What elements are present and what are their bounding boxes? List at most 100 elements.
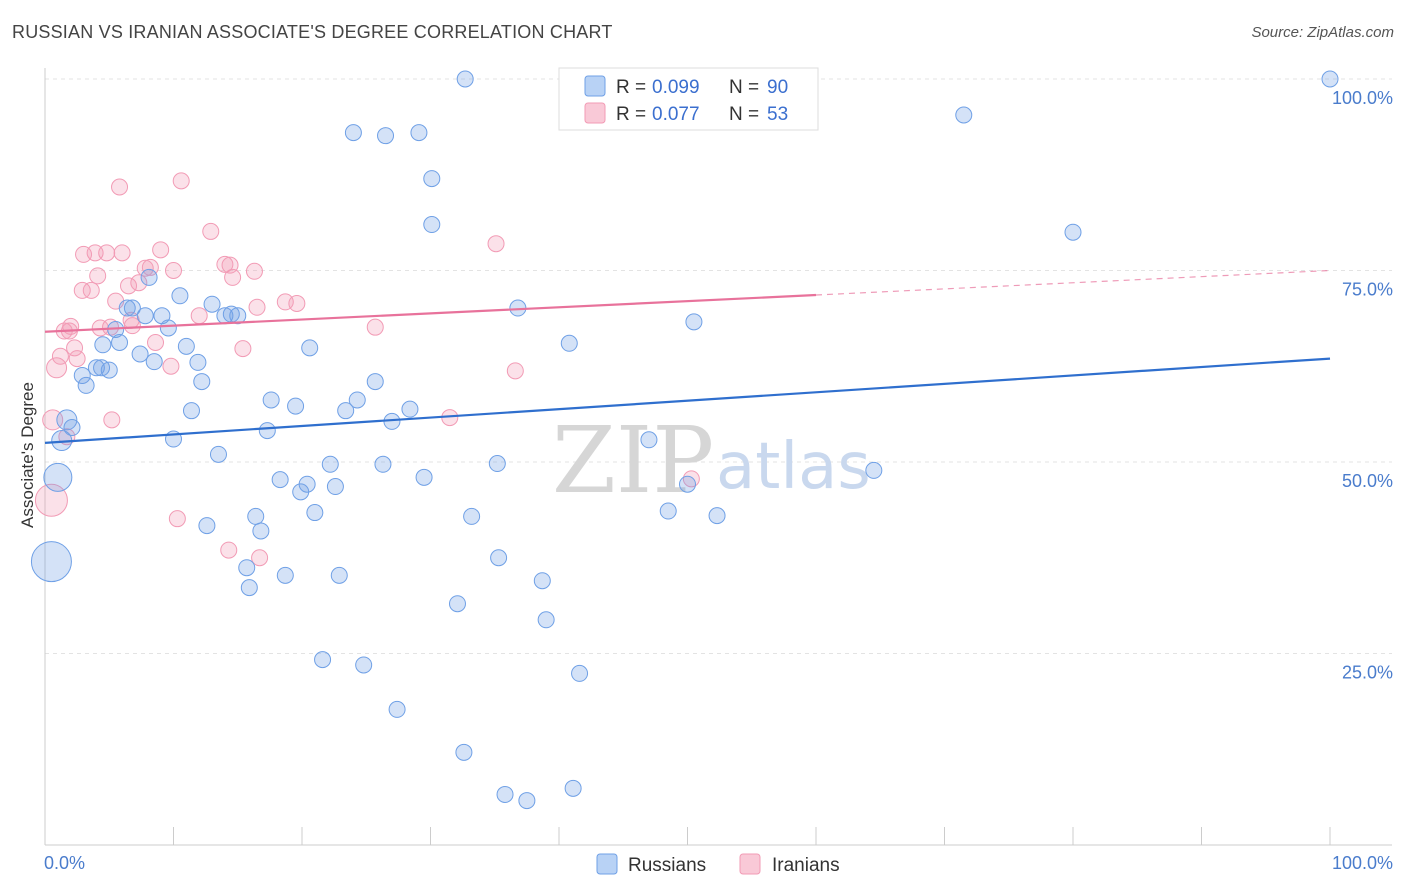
russian-point [140,268,158,286]
russian-point [182,402,200,420]
russian-point [203,295,221,313]
iranian-point [216,255,234,273]
russian-point [423,216,441,234]
russian-point [355,656,373,674]
russian-point [448,595,466,613]
x-tick-label: 100.0% [1332,853,1393,873]
russian-point [276,566,294,584]
iranian-point [190,307,208,325]
russian-point [1321,70,1339,88]
stats-legend: R = 0.099 N = 90 R = 0.077 N = 53 [558,67,819,131]
russian-point [348,391,366,409]
watermark-zip: ZIP [552,407,714,514]
watermark-atlas: atlas [716,430,871,504]
russian-point [410,124,428,142]
iranian-point [62,317,80,335]
russian-point [708,507,726,525]
russian-point [560,334,578,352]
russian-point [306,504,324,522]
russian-point [136,307,154,325]
iranian-point [165,262,182,279]
russian-point [258,422,276,440]
russian-point [247,507,265,525]
iranians-r-value: 0.077 [652,104,700,125]
iranian-point [506,362,524,380]
iranian-point [162,357,180,375]
russian-point [865,461,883,479]
legend-iranians-swatch [739,853,761,875]
russian-point [252,522,270,540]
legend-iranians-label: Iranians [772,855,840,876]
iranian-point [34,483,68,517]
russian-point [564,779,582,797]
iranian-point [130,274,148,292]
russian-point [374,455,392,473]
russian-point [423,170,441,188]
legend-russians-swatch [596,853,618,875]
russian-point [463,507,481,525]
russian-point [123,299,141,317]
iranian-point [82,281,100,299]
russian-point [301,339,319,357]
iranian-point [89,267,107,285]
russian-point [377,127,395,145]
y-tick-label: 75.0% [1342,280,1393,300]
russian-point [1064,223,1082,241]
russian-point [496,785,514,803]
tick-labels: 25.0% 50.0% 75.0% 100.0% 0.0% 100.0% [44,88,1393,873]
russian-point [490,549,508,567]
russian-point [193,373,211,391]
iranian-point [152,241,170,259]
russian-point [388,700,406,718]
iranian-point [98,244,116,262]
y-tick-label: 100.0% [1332,88,1393,108]
axes [44,68,1392,846]
y-tick-label: 50.0% [1342,471,1393,491]
russian-point [94,336,112,354]
iranian-point [172,172,190,190]
iranian-point [113,244,131,262]
russian-point [118,299,136,317]
russian-point [209,445,227,463]
russian-point [189,353,207,371]
iranian-point [136,259,154,277]
russians-swatch [584,75,606,97]
iranian-point [73,281,91,299]
watermark: ZIP atlas [552,407,871,514]
russian-point [955,106,973,124]
russian-point [177,337,195,355]
russian-point [87,359,105,377]
iranian-point [251,549,269,567]
russian-point [326,478,344,496]
russian-point [145,353,163,371]
russian-point [240,579,258,597]
iranians-trend-line [44,293,817,333]
russian-point [679,475,696,493]
x-tick-label: 0.0% [44,853,85,873]
iranian-point [220,541,238,559]
russian-point [271,471,289,489]
russian-point [456,70,474,88]
russians-points [30,70,1339,810]
russian-point [455,743,473,761]
iranian-point [168,510,186,528]
russian-point [43,462,73,492]
russian-point [262,391,280,409]
russian-point [321,455,339,473]
russian-point [537,611,555,629]
russian-point [238,559,256,577]
iranian-point [245,262,263,280]
russian-point [63,419,81,437]
russian-point [131,345,149,363]
russian-point [171,287,189,305]
russian-point [159,319,177,337]
iranian-point [51,347,69,365]
gridlines [45,78,1392,654]
russian-point [659,502,677,520]
iranians-trend-extension [815,269,1331,296]
russians-n-label: N = [729,77,759,98]
iranian-point [123,317,141,335]
russian-point [685,313,703,331]
y-tick-label: 25.0% [1342,663,1393,683]
